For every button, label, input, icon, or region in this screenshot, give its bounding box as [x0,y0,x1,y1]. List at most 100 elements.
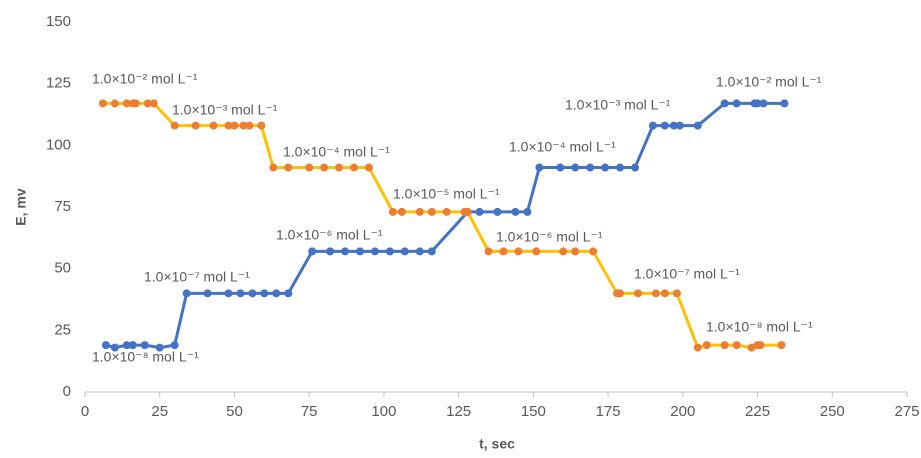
point [140,341,149,350]
series-line [102,101,782,350]
point [532,247,541,256]
point [122,341,131,350]
point [415,247,424,256]
point [203,289,212,298]
annotation: 1.0×10⁻⁷ mol L⁻¹ [144,269,250,285]
point [257,121,266,130]
annotation: 1.0×10⁻⁶ mol L⁻¹ [496,229,603,245]
point [427,207,436,216]
point [427,247,436,256]
annotation: 1.0×10⁻² mol L⁻¹ [716,74,822,90]
y-tick-label: 0 [63,383,71,400]
point [320,163,329,172]
point [224,289,233,298]
point [556,163,565,172]
point [616,289,625,298]
point [400,247,409,256]
point [523,207,532,216]
x-tick-label: 175 [596,403,621,420]
point [535,163,544,172]
point [651,289,660,298]
point [236,289,245,298]
x-tick-label: 250 [820,403,845,420]
annotation: 1.0×10⁻² mol L⁻¹ [92,71,198,87]
point [777,341,786,350]
y-tick-label: 25 [54,321,71,338]
annotation: 1.0×10⁻⁸ mol L⁻¹ [92,349,199,365]
x-tick-label: 150 [521,403,546,420]
point [511,207,520,216]
point [702,341,711,350]
point [230,121,239,130]
point [182,289,191,298]
point [388,207,397,216]
point [245,121,254,130]
y-axis-label: E, mv [13,188,29,226]
point [669,121,678,130]
point [170,121,179,130]
point [747,343,756,352]
annotation: 1.0×10⁻⁵ mol L⁻¹ [393,186,500,202]
point [305,163,314,172]
point [284,289,293,298]
point [753,99,762,108]
point [415,207,424,216]
point [442,207,451,216]
annotation: 1.0×10⁻³ mol L⁻¹ [172,102,278,118]
x-tick-label: 275 [894,403,919,420]
point [209,121,218,130]
point [693,121,702,130]
point [484,247,493,256]
point [397,207,406,216]
point [326,247,335,256]
point [122,99,131,108]
annotation: 1.0×10⁻⁴ mol L⁻¹ [509,139,616,155]
point [335,163,344,172]
x-tick-label: 125 [446,403,471,420]
point [756,341,765,350]
point [616,163,625,172]
point [260,289,269,298]
point [648,121,657,130]
point [693,343,702,352]
point [732,341,741,350]
point [110,99,119,108]
point [269,163,278,172]
x-tick-label: 75 [301,403,318,420]
point [239,121,248,130]
point [660,121,669,130]
point [308,247,317,256]
x-axis-label: t, sec [479,436,515,452]
point [341,247,350,256]
point [475,207,484,216]
point [493,207,502,216]
annotation: 1.0×10⁻⁷ mol L⁻¹ [634,266,740,282]
point [370,247,379,256]
point [630,163,639,172]
point [660,289,669,298]
point [571,163,580,172]
x-tick-label: 50 [226,403,243,420]
point [759,99,768,108]
point [601,163,610,172]
point [586,163,595,172]
annotation: 1.0×10⁻⁴ mol L⁻¹ [283,144,390,160]
point [589,247,598,256]
y-tick-label: 50 [54,260,71,277]
point [355,247,364,256]
point [463,207,472,216]
point [98,99,107,108]
point [155,343,164,352]
annotation: 1.0×10⁻⁶ mol L⁻¹ [276,227,383,243]
y-tick-label: 75 [54,198,71,215]
point [110,343,119,352]
y-tick-label: 100 [46,136,71,153]
x-tick-label: 0 [81,403,89,420]
point [675,121,684,130]
point [571,247,580,256]
point [128,341,137,350]
point [284,163,293,172]
point [170,341,179,350]
point [350,163,359,172]
